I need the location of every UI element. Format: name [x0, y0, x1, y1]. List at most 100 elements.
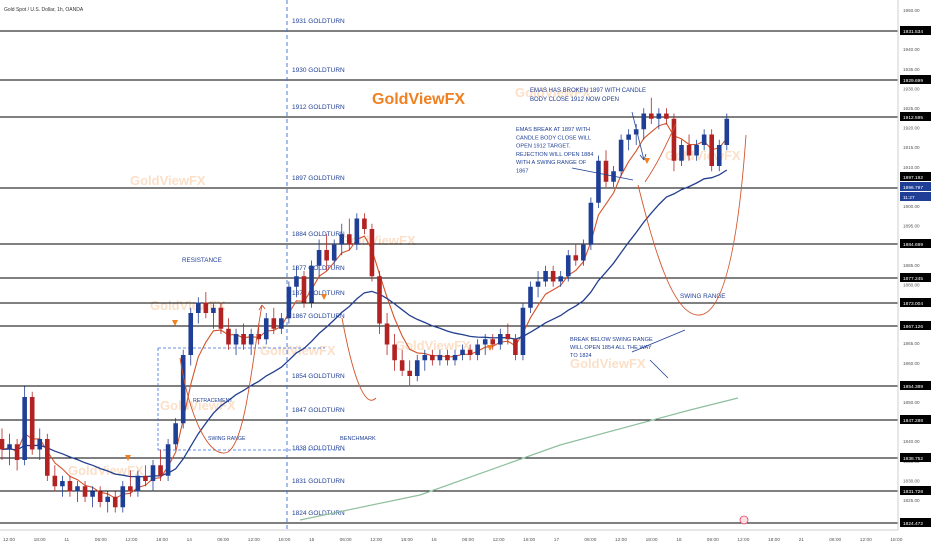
price-tick-label: 1930.00 — [903, 86, 920, 91]
candle — [686, 134, 692, 161]
candle — [324, 234, 329, 271]
candle — [309, 260, 314, 308]
candle — [29, 391, 35, 455]
candle — [460, 344, 465, 361]
candle — [112, 491, 118, 513]
watermark-text: GoldViewFX — [570, 356, 646, 371]
time-tick-label: 18 — [676, 537, 682, 543]
candle-body — [75, 486, 80, 492]
candle — [671, 113, 677, 172]
annotations: GoldViewFX EMAS HAS BROKEN 1897 WITH CAND… — [125, 88, 747, 461]
candle-body — [347, 234, 352, 245]
time-tick-label: 06:00 — [829, 537, 841, 543]
realtime-marker[interactable] — [739, 515, 749, 525]
price-tag-label: 1867.126 — [903, 324, 923, 330]
candle — [203, 292, 209, 319]
time-tick-label: 18:00 — [278, 537, 290, 543]
time-tick-label: 06:00 — [584, 537, 596, 543]
time-axis[interactable]: 12:00 18:00 11 06:00 12:00 18:00 14 06:00 12:00 1… — [0, 529, 903, 543]
candle-body — [294, 276, 299, 287]
candle-body — [550, 271, 556, 282]
candle-body — [422, 355, 428, 361]
time-tick-label: 06:00 — [217, 537, 229, 543]
candle-body — [452, 355, 458, 361]
candle-body — [226, 328, 231, 345]
price-tag-bg — [900, 239, 931, 248]
candle — [513, 334, 518, 361]
price-tag-label: 1912.595 — [903, 115, 923, 121]
time-tick-label: 14 — [187, 537, 193, 543]
candle-body — [535, 281, 541, 287]
signal-marker — [172, 320, 178, 326]
price-tag: 1873.004 — [900, 298, 931, 307]
candle-body — [581, 244, 586, 261]
candle-body — [467, 349, 473, 355]
candle — [347, 218, 352, 250]
candle-body — [392, 344, 397, 361]
price-tag-label: 1847.288 — [903, 418, 923, 424]
candle — [263, 313, 269, 345]
candle-body — [279, 318, 284, 329]
price-tag-bg — [900, 518, 931, 527]
candle-body — [377, 276, 382, 324]
candle — [596, 155, 601, 208]
price-tag: 1896.797 — [900, 182, 931, 191]
level-label: 1931 GOLDTURN — [292, 18, 345, 25]
price-tag: 1838.752 — [900, 453, 931, 462]
candle-body — [399, 360, 405, 371]
candle-body — [309, 265, 314, 303]
candle — [694, 139, 699, 161]
price-tag-bg — [900, 182, 931, 191]
candle — [271, 307, 277, 334]
candlestick-series — [0, 97, 730, 513]
time-tick-label: 18:00 — [646, 537, 658, 543]
time-tick-label: 06:00 — [340, 537, 352, 543]
candle-body — [233, 334, 239, 345]
candle-body — [520, 307, 526, 355]
candle — [52, 465, 58, 492]
candle-body — [588, 202, 594, 245]
candle — [626, 129, 631, 151]
retracement-curve — [179, 304, 263, 454]
candle-body — [241, 334, 246, 345]
candle-body — [90, 491, 95, 497]
candle — [105, 491, 110, 513]
candle — [498, 328, 503, 350]
candle — [279, 313, 284, 334]
time-tick-label: 17 — [554, 537, 560, 543]
candle-body — [248, 334, 254, 345]
candle-body — [271, 318, 277, 329]
candle-body — [528, 286, 533, 308]
price-tick-label: 1935.00 — [903, 67, 920, 72]
candle-body — [0, 439, 5, 450]
scroll-marker[interactable] — [739, 515, 749, 525]
candle — [550, 265, 556, 287]
level-label: 1912 GOLDTURN — [292, 104, 345, 111]
candle — [528, 281, 533, 313]
price-tag-bg — [900, 298, 931, 307]
candle-body — [67, 481, 73, 492]
price-tick-label: 1880.00 — [903, 282, 920, 287]
level-label: 1877 GOLDTURN — [292, 265, 345, 272]
price-tick-label: 1885.00 — [903, 263, 920, 268]
candle-body — [286, 286, 292, 319]
candle-body — [641, 113, 647, 130]
candle — [180, 349, 186, 429]
candle — [120, 481, 126, 513]
time-tick-label: 12:00 — [615, 537, 627, 543]
candle-body — [603, 160, 609, 182]
time-tick-label: 12:00 — [125, 537, 137, 543]
candle-body — [82, 486, 88, 497]
time-tick-label: 18:00 — [401, 537, 413, 543]
candle — [377, 271, 382, 334]
price-axis[interactable]: 1950.001945.001940.001935.001930.001925.… — [897, 0, 931, 530]
candle — [331, 239, 337, 266]
candle — [316, 239, 322, 277]
note-break-below: BREAK BELOW SWING RANGE WILL OPEN 1854 AL… — [570, 337, 653, 359]
price-tag: 1884.699 — [900, 239, 931, 248]
candle-body — [430, 355, 435, 361]
price-tick-label: 1910.00 — [903, 165, 920, 170]
candle-body — [112, 496, 118, 508]
level-label: 1867 GOLDTURN — [292, 313, 345, 320]
